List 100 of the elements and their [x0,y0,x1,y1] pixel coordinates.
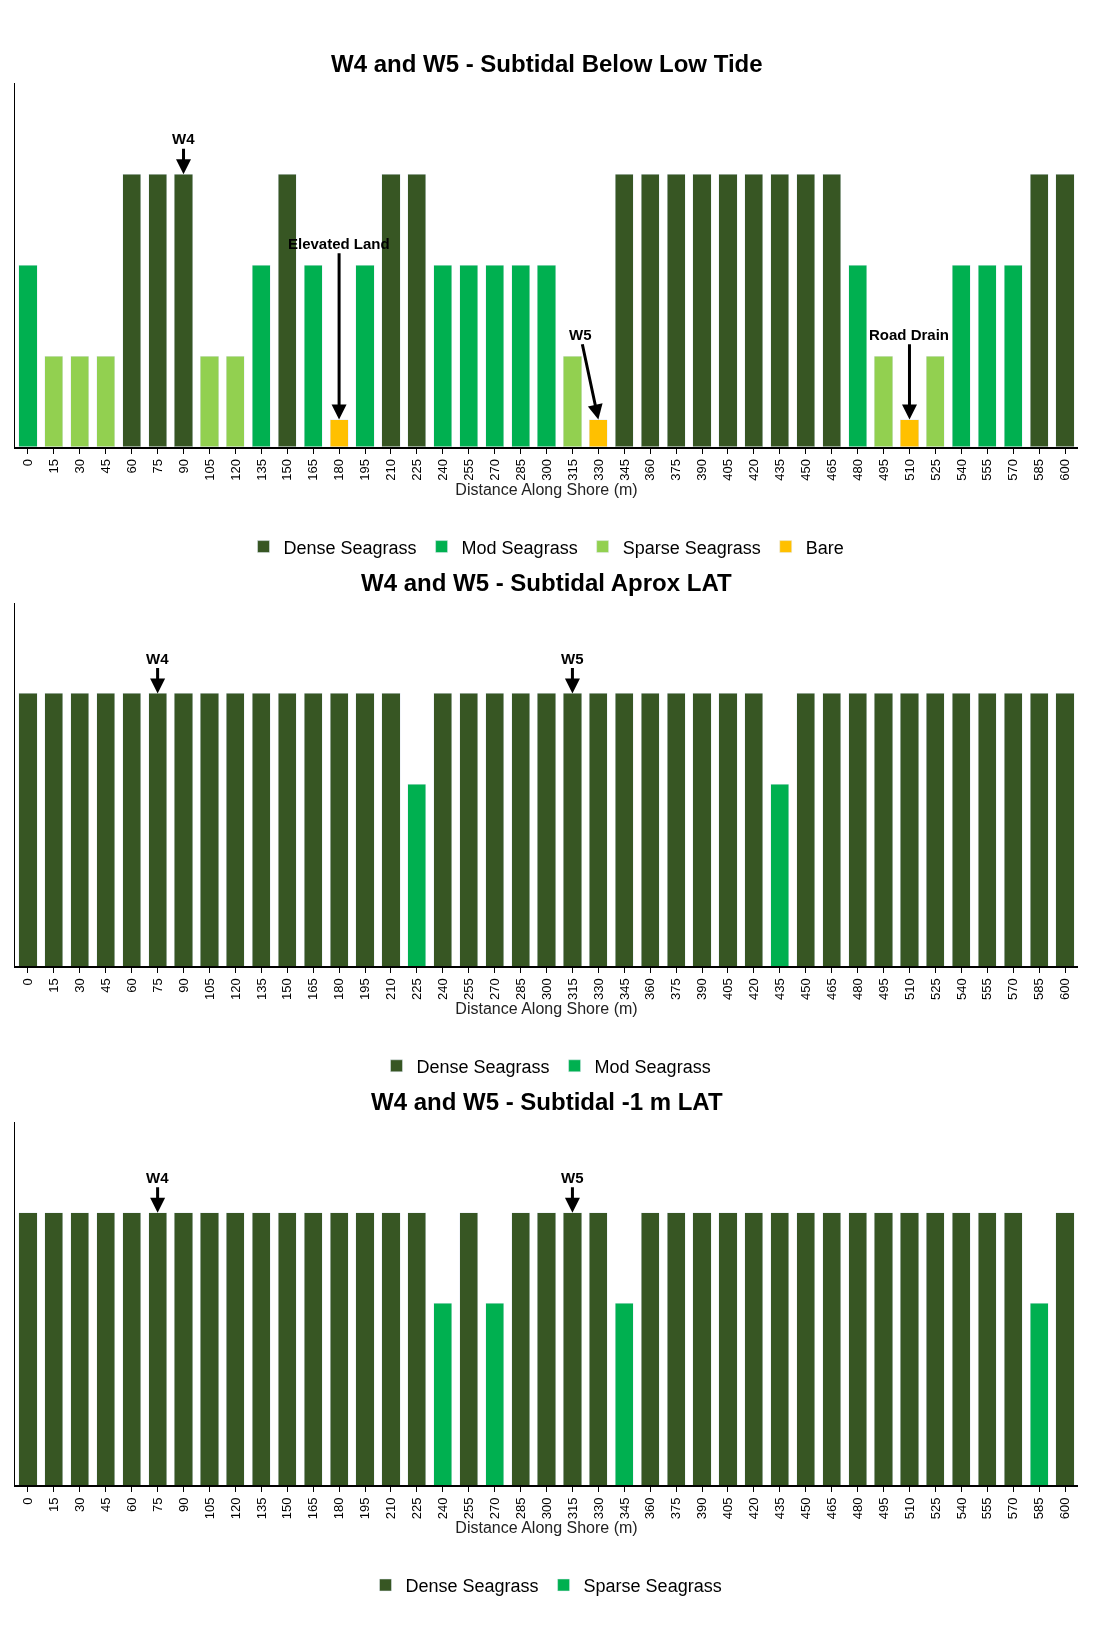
bar [44,355,64,447]
bar [355,264,375,447]
x-tick-label: 105 [201,459,217,481]
x-tick-label: 285 [512,459,528,481]
bar [70,355,90,447]
x-tick-label: 360 [642,978,658,1000]
x-tick-label: 150 [279,1497,295,1520]
bar [407,174,427,447]
bar [485,264,504,447]
bar [433,264,453,447]
x-tick-label: 450 [797,459,813,481]
bar [511,264,530,447]
bar [200,355,219,447]
x-tick-label: 420 [746,459,762,481]
bar [744,174,764,447]
x-tick-label: 75 [149,459,165,474]
x-tick-label: 180 [331,978,347,1000]
x-tick-label: 75 [149,978,165,993]
x-tick-label: 195 [357,1497,373,1520]
x-tick-label: 60 [123,459,139,474]
x-tick-label: 30 [72,459,88,474]
bar [459,264,479,447]
x-tick-label: 435 [772,978,788,1000]
x-tick-label: 495 [875,978,891,1000]
bar [822,174,842,447]
x-tick-label: 405 [720,978,736,1000]
x-axis-title: Distance Along Shore (m) [455,1519,638,1537]
x-tick-label: 600 [1057,459,1073,481]
x-tick-label: 15 [46,459,62,474]
x-tick-label: 330 [590,459,606,481]
x-tick-label: 0 [20,978,36,986]
legend-label: Mod Seagrass [594,1056,711,1077]
x-tick-label: 570 [1005,978,1021,1000]
bar [770,174,790,447]
legend-label: Dense Seagrass [405,1576,539,1597]
x-tick-label: 150 [279,459,295,481]
x-tick-label: 540 [953,1497,969,1520]
x-tick-label: 210 [383,978,399,1000]
x-tick-label: 465 [823,1497,839,1520]
x-tick-label: 165 [305,459,321,481]
x-tick-label: 450 [797,1497,813,1520]
bar [563,355,582,447]
x-tick-label: 405 [720,459,736,481]
x-tick-label: 195 [357,978,373,1000]
bar [148,174,167,447]
x-tick-label: 360 [642,459,658,481]
bar [977,264,997,447]
x-axis-title: Distance Along Shore (m) [455,1000,638,1018]
x-tick-label: 30 [72,978,88,993]
x-tick-label: 480 [849,978,865,1000]
x-tick-label: 255 [460,978,476,1000]
x-tick-label: 270 [486,1497,502,1520]
annotation: Road Drain [869,326,950,343]
x-tick-label: 270 [486,459,502,481]
x-tick-label: 240 [435,1497,451,1520]
x-tick-label: 120 [227,978,243,1000]
x-tick-label: 90 [175,459,191,474]
bar [1003,264,1023,447]
bar [640,174,660,447]
x-tick-label: 390 [694,978,710,1000]
x-tick-label: 555 [979,459,995,481]
x-tick-label: 390 [694,1497,710,1520]
x-tick-label: 30 [72,1497,88,1512]
x-tick-label: 300 [538,1497,554,1520]
x-tick-label: 525 [927,1497,943,1520]
x-tick-label: 510 [901,978,917,1000]
bar [666,174,686,447]
bar [1055,174,1075,447]
x-tick-label: 120 [227,459,243,481]
bar [692,174,712,447]
x-tick-label: 420 [746,1497,762,1520]
x-tick-label: 600 [1057,978,1073,1000]
x-tick-label: 555 [979,1497,995,1520]
bar [18,264,38,447]
x-tick-label: 180 [331,459,347,481]
x-tick-label: 375 [668,1497,684,1520]
x-tick-label: 315 [564,978,580,1000]
x-tick-label: 450 [797,978,813,1000]
x-tick-label: 435 [772,1497,788,1520]
x-tick-label: 210 [383,1497,399,1520]
x-tick-label: 375 [668,459,684,481]
x-tick-label: 255 [460,459,476,481]
chart-title: W4 and W5 - Subtidal Below Low Tide [331,50,763,77]
x-tick-label: 345 [616,978,632,1000]
x-tick-label: 510 [901,1497,917,1520]
x-tick-label: 540 [953,978,969,1000]
annotation: W4 [146,1169,170,1186]
x-tick-label: 585 [1031,978,1047,1000]
x-tick-label: 135 [253,459,269,481]
bar [226,355,245,447]
x-tick-label: 525 [927,459,943,481]
x-tick-label: 585 [1031,459,1047,481]
x-tick-label: 300 [538,459,554,481]
x-tick-label: 75 [149,1497,165,1512]
x-tick-label: 600 [1057,1497,1073,1520]
bar [874,355,893,447]
x-tick-label: 585 [1031,1497,1047,1520]
x-tick-label: 555 [979,978,995,1000]
x-tick-label: 15 [46,978,62,993]
bar [122,174,141,447]
